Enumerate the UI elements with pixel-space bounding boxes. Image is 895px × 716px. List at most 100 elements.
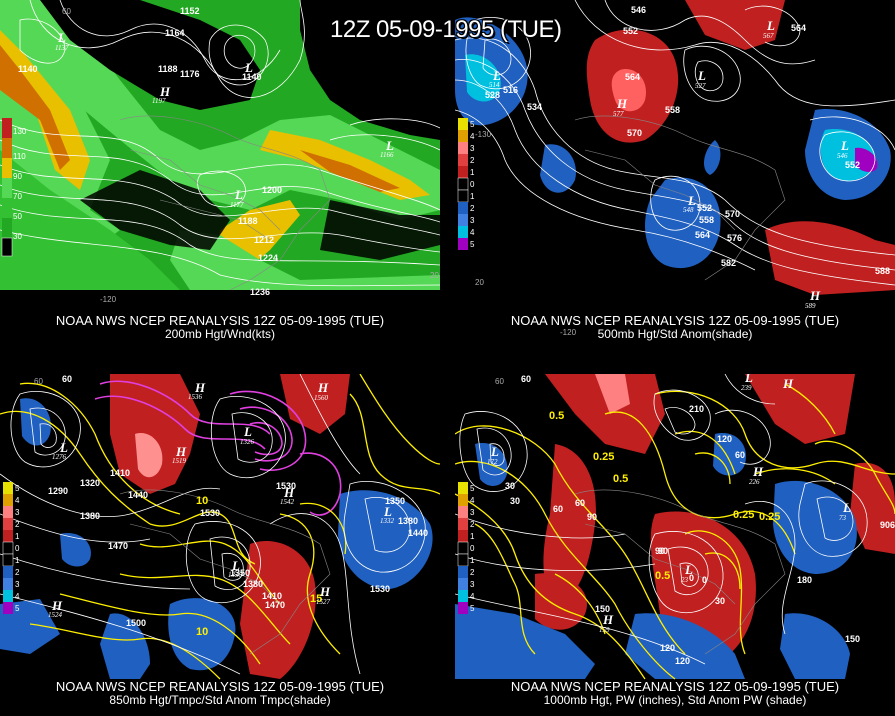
high-center: H [317, 380, 329, 395]
contour-label: 1530 [200, 508, 220, 518]
high-value: 577 [613, 110, 624, 118]
cb-label: 2 [470, 520, 475, 529]
low-value: 23 [681, 576, 689, 584]
panel-caption-line1: NOAA NWS NCEP REANALYSIS 12Z 05-09-1995 … [510, 313, 840, 328]
contour-label: 516 [503, 85, 518, 95]
contour-label: 1440 [128, 490, 148, 500]
low-center: L [385, 138, 394, 153]
low-center: L [492, 68, 501, 83]
map-850mb: 5 4 3 2 1 0 1 2 3 4 5 60 1320 1290 1410 … [0, 374, 440, 716]
contour-label: 1140 [242, 72, 262, 82]
cb-label: 5 [15, 604, 20, 613]
cb-label: 30 [13, 232, 22, 241]
cb-label: 2 [470, 156, 475, 165]
contour-label: 1500 [126, 618, 146, 628]
low-center: L [59, 440, 68, 455]
low-value: 73 [839, 514, 847, 522]
panel-caption-line2: 1000mb Hgt, PW (inches), Std Anom PW (sh… [543, 693, 807, 707]
cb-label: 4 [470, 228, 475, 237]
contour-label: 570 [725, 209, 740, 219]
contour-label: 60 [553, 504, 563, 514]
colorbar-500mb: 5 4 3 2 1 0 1 2 3 4 5 [457, 118, 475, 250]
cb-label: 50 [13, 212, 22, 221]
contour-label: 564 [625, 72, 640, 82]
contour-label: 30 [505, 481, 515, 491]
high-value: 1542 [280, 498, 295, 506]
cb-label: 5 [470, 240, 475, 249]
contour-label: 1530 [276, 481, 296, 491]
high-center: H [616, 96, 628, 111]
low-center: L [744, 374, 753, 385]
panel-caption-line2: 850mb Hgt/Tmpc/Std Anom Tmpc(shade) [109, 693, 331, 707]
low-center: L [684, 562, 693, 577]
high-center: H [319, 584, 331, 599]
contour-label: 1290 [48, 486, 68, 496]
contour-label: 120 [675, 656, 690, 666]
contour-label: 1410 [110, 468, 130, 478]
high-center: H [602, 612, 614, 627]
cb-label: 3 [470, 508, 475, 517]
pw-label: 0.5 [613, 473, 628, 485]
cb-label: 1 [470, 192, 475, 201]
temp-label: 15 [310, 593, 322, 605]
contour-label: 150 [845, 634, 860, 644]
contour-label: 60 [62, 374, 72, 384]
contour-label: 90 [655, 546, 665, 556]
low-value: 546 [837, 152, 848, 160]
panel-850mb: 5 4 3 2 1 0 1 2 3 4 5 60 1320 1290 1410 … [0, 374, 440, 716]
contour-label: 1470 [265, 600, 285, 610]
contour-label: 1200 [262, 185, 282, 195]
contour-label: 120 [660, 643, 675, 653]
low-value: 527 [695, 82, 706, 90]
contour-label: 60 [735, 450, 745, 460]
cb-label: 2 [15, 568, 20, 577]
coord-label: -120 [560, 328, 577, 337]
contour-label: 588 [875, 266, 890, 276]
high-value: 589 [805, 302, 816, 310]
contour-label: 90 [880, 520, 890, 530]
low-value: 172 [487, 458, 498, 466]
high-value: 226 [749, 478, 760, 486]
contour-label: 120 [717, 434, 732, 444]
contour-label: 210 [689, 404, 704, 414]
main-title: 12Z 05-09-1995 (TUE) [330, 16, 562, 43]
panel-500mb: 5 4 3 2 1 0 1 2 3 4 5 546 552 564 534 52… [455, 0, 895, 345]
panel-200mb: 130 110 90 70 50 30 1152 1164 1140 1188 … [0, 0, 440, 345]
panel-caption-line1: NOAA NWS NCEP REANALYSIS 12Z 05-09-1995 … [55, 679, 385, 694]
cb-label: 1 [470, 556, 475, 565]
high-value: 1527 [316, 598, 331, 606]
pw-label: 0.25 [759, 511, 780, 523]
low-value: 1166 [380, 151, 394, 159]
low-center: L [234, 187, 243, 202]
low-value: 1330 [228, 571, 243, 579]
contour-label: 1140 [18, 64, 38, 74]
pw-label: 0.25 [593, 451, 614, 463]
contour-label: 1176 [180, 69, 200, 79]
cb-label: 4 [15, 592, 20, 601]
contour-label: 1320 [80, 478, 100, 488]
contour-label: 60 [890, 520, 895, 530]
contour-label: 1470 [108, 541, 128, 551]
panel-caption-line1: NOAA NWS NCEP REANALYSIS 12Z 05-09-1995 … [55, 313, 385, 328]
low-value: 1326 [240, 438, 255, 446]
contour-label: 60 [521, 374, 531, 384]
contour-label: 1530 [370, 584, 390, 594]
contour-label: 576 [727, 233, 742, 243]
contour-label: 1380 [398, 516, 418, 526]
high-center: H [175, 444, 187, 459]
pw-label: 0.5 [549, 410, 564, 422]
high-value: 1536 [188, 393, 203, 401]
cb-label: 90 [13, 172, 22, 181]
contour-label: 0 [689, 573, 694, 583]
contour-label: 1212 [254, 235, 274, 245]
coord-label: -130 [475, 130, 492, 139]
contour-label: 1188 [158, 64, 178, 74]
low-center: L [231, 558, 240, 573]
temp-label: 10 [196, 495, 208, 507]
low-center: L [490, 444, 499, 459]
low-center: L [840, 138, 849, 153]
contour-label: 30 [510, 496, 520, 506]
cb-label: 2 [15, 520, 20, 529]
contour-label: 1350 [385, 496, 405, 506]
contour-label: 30 [715, 596, 725, 606]
